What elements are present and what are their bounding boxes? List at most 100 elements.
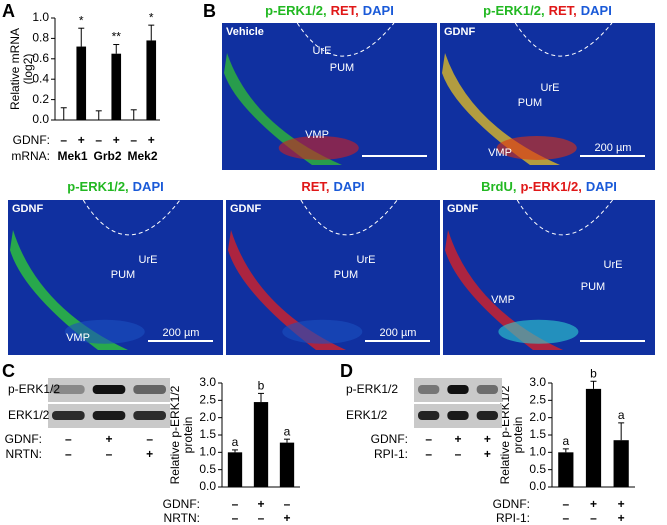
- title-part: RET,: [301, 179, 329, 194]
- corner-label: GDNF: [12, 203, 43, 215]
- region-label: PUM: [330, 62, 354, 74]
- condition-label: –: [130, 133, 137, 147]
- panel-label: A: [2, 1, 15, 21]
- y-tick-label: 0.0: [199, 479, 216, 493]
- condition-name: NRTN:: [164, 511, 200, 525]
- condition-label: –: [425, 432, 432, 446]
- condition-label: –: [232, 497, 239, 511]
- blot-band: [476, 411, 498, 420]
- region-label: PUM: [581, 281, 605, 293]
- condition-name: GDNF:: [163, 497, 200, 511]
- region-label: UrE: [604, 259, 623, 271]
- y-tick-label: 3.0: [199, 375, 216, 389]
- significance-label: **: [112, 30, 122, 44]
- panel-label: C: [2, 361, 15, 381]
- y-tick-label: 2.0: [529, 410, 546, 424]
- micrograph-title: RET, DAPI: [301, 179, 364, 194]
- condition-label: Mek1: [57, 149, 87, 163]
- y-axis-label-line: protein: [181, 417, 195, 454]
- region-label: VMP: [491, 294, 515, 306]
- condition-label: –: [590, 511, 597, 525]
- condition-label: –: [65, 447, 72, 461]
- condition-label: Grb2: [93, 149, 121, 163]
- y-tick-label: 0.5: [529, 462, 546, 476]
- condition-label: –: [232, 511, 239, 525]
- panel-label: B: [203, 1, 216, 21]
- significance-label: *: [79, 13, 84, 27]
- bar: [227, 452, 243, 487]
- y-axis-label-line: protein: [511, 417, 525, 454]
- condition-label: +: [257, 497, 264, 511]
- y-tick-label: 1.0: [199, 445, 216, 459]
- title-part: RET,: [549, 3, 577, 18]
- significance-label: b: [590, 366, 597, 380]
- title-part: DAPI: [586, 179, 617, 194]
- y-axis-label: Relative mRNA(log2): [8, 28, 35, 110]
- y-axis-label-line: Relative p-ERK1/2: [168, 385, 182, 484]
- condition-label: –: [106, 447, 113, 461]
- significance-label: a: [284, 424, 291, 438]
- y-tick-label: 2.5: [529, 393, 546, 407]
- bar: [279, 442, 295, 487]
- region-label: PUM: [111, 269, 135, 281]
- blot-row-label: ERK1/2: [346, 408, 388, 422]
- tissue-signal: [228, 230, 346, 350]
- blot-band: [447, 411, 469, 420]
- region-label: VMP: [305, 129, 329, 141]
- corner-label: GDNF: [444, 26, 475, 38]
- y-tick-label: 0.8: [32, 31, 49, 45]
- condition-label: +: [454, 432, 461, 446]
- title-part: p-ERK1/2,: [67, 179, 128, 194]
- y-tick-label: 0.0: [529, 479, 546, 493]
- region-label: VMP: [66, 332, 90, 344]
- blot-band: [52, 411, 85, 420]
- bar: [613, 440, 629, 487]
- condition-label: +: [105, 432, 112, 446]
- tissue-signal: [282, 319, 363, 344]
- condition-label: +: [484, 447, 491, 461]
- bar: [146, 40, 157, 120]
- condition-name: RPI-1:: [374, 447, 408, 461]
- region-label: VMP: [488, 147, 512, 159]
- condition-name: NRTN:: [6, 447, 42, 461]
- tissue-signal: [10, 230, 128, 350]
- condition-label: –: [284, 497, 291, 511]
- y-axis-label-line: (log2): [21, 54, 35, 85]
- tissue-signal: [498, 319, 579, 344]
- bar: [253, 402, 269, 487]
- condition-label: –: [562, 497, 569, 511]
- bar: [558, 452, 574, 487]
- condition-label: –: [60, 133, 67, 147]
- outline: [514, 22, 613, 57]
- condition-label: –: [562, 511, 569, 525]
- blot-band: [418, 385, 440, 394]
- title-part: p-ERK1/2,: [520, 179, 581, 194]
- condition-label: –: [65, 432, 72, 446]
- scale-label: 200 µm: [163, 327, 200, 339]
- condition-label: +: [590, 497, 597, 511]
- y-tick-label: 0.2: [32, 92, 49, 106]
- region-label: PUM: [334, 269, 358, 281]
- significance-label: *: [149, 10, 154, 24]
- condition-name: GDNF:: [5, 432, 42, 446]
- condition-label: +: [148, 133, 155, 147]
- y-tick-label: 1.5: [529, 427, 546, 441]
- y-tick-label: 0.5: [199, 462, 216, 476]
- tissue-signal: [278, 135, 359, 160]
- tissue-signal: [64, 319, 145, 344]
- bar: [585, 388, 602, 487]
- condition-label: Mek2: [127, 149, 157, 163]
- outline: [82, 199, 181, 236]
- corner-label: GDNF: [447, 203, 478, 215]
- y-tick-label: 2.5: [199, 393, 216, 407]
- micrograph-title: p-ERK1/2, DAPI: [67, 179, 163, 194]
- y-tick-label: 0.0: [32, 112, 49, 126]
- significance-label: a: [618, 408, 625, 422]
- y-tick-label: 1.0: [529, 445, 546, 459]
- title-part: DAPI: [363, 3, 394, 18]
- y-tick-label: 1.0: [32, 10, 49, 24]
- condition-label: +: [283, 511, 290, 525]
- outline: [516, 199, 613, 236]
- condition-label: +: [146, 447, 153, 461]
- condition-label: +: [113, 133, 120, 147]
